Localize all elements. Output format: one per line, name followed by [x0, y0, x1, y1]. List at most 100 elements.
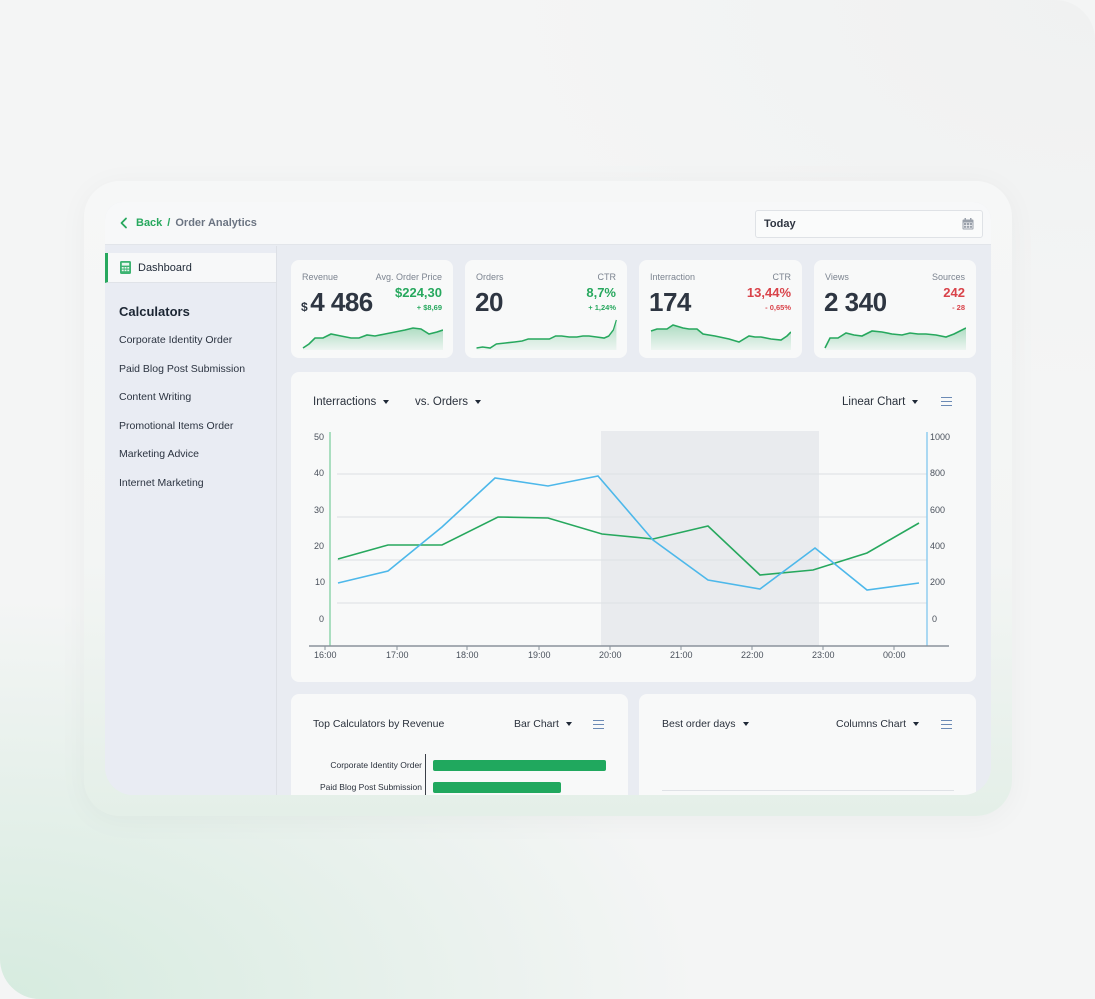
kpi-side-label: CTR [772, 272, 792, 282]
chevron-left-icon[interactable] [118, 217, 130, 229]
chart-baseline [662, 790, 954, 791]
series-orders [337, 475, 920, 591]
sidebar-section-title: Calculators [119, 304, 190, 319]
kpi-side-value: 8,7% [586, 285, 616, 300]
sidebar-item-dashboard[interactable]: Dashboard [105, 253, 276, 283]
kpi-label: Orders [476, 272, 504, 282]
caret-down-icon [475, 400, 482, 404]
calendar-icon[interactable] [962, 218, 974, 230]
columns-chart-type-dropdown[interactable]: Columns Chart [836, 718, 920, 730]
hamburger-icon[interactable] [941, 720, 952, 729]
y-right-tick: 400 [930, 541, 946, 551]
hamburger-icon[interactable] [593, 720, 604, 729]
sidebar-item-marketing-advice[interactable]: Marketing Advice [119, 448, 199, 460]
kpi-label: Revenue [302, 272, 339, 282]
y-left-tick: 30 [314, 505, 325, 515]
x-tick: 16:00 [314, 650, 337, 660]
kpi-value: 20 [475, 287, 503, 317]
bar-chart-type-dropdown[interactable]: Bar Chart [514, 718, 572, 730]
dropdown-label: Best order days [662, 718, 736, 730]
best-order-days-card: Best order days Columns Chart [639, 694, 976, 795]
app-window: Back / Order Analytics Today [105, 202, 991, 795]
x-tick: 18:00 [456, 650, 479, 660]
kpi-value-number: 4 486 [310, 287, 373, 317]
sparkline-chart [302, 327, 443, 350]
sidebar-item-promotional-items-order[interactable]: Promotional Items Order [119, 420, 234, 432]
caret-down-icon [913, 722, 920, 726]
bar-corporate-identity-order[interactable] [433, 760, 606, 771]
sparkline-chart [824, 327, 966, 350]
kpi-card-orders[interactable]: Orders CTR 20 8,7% + 1,24% [465, 260, 627, 358]
kpi-side-label: CTR [597, 272, 617, 282]
kpi-side-label: Sources [931, 272, 965, 282]
chart-type-dropdown-label: Columns Chart [836, 718, 907, 730]
compare-dropdown-label: vs. Orders [415, 396, 469, 408]
chart-type-dropdown-label: Linear Chart [842, 396, 906, 408]
bar-paid-blog-post-submission[interactable] [433, 782, 561, 793]
line-chart [309, 431, 949, 650]
y-left-tick: 10 [315, 577, 326, 587]
compare-dropdown[interactable]: vs. Orders [415, 396, 482, 408]
metric-dropdown[interactable]: Interractions [313, 396, 390, 408]
kpi-value: $4 486 [301, 287, 373, 318]
kpi-side-value: 242 [943, 285, 965, 300]
bar-label: Paid Blog Post Submission [319, 782, 422, 792]
kpi-card-revenue[interactable]: Revenue Avg. Order Price $4 486 $224,30 … [291, 260, 453, 358]
y-left-tick: 0 [319, 614, 325, 624]
kpi-side-label: Avg. Order Price [375, 272, 442, 282]
breadcrumb-separator: / [167, 217, 171, 229]
date-picker[interactable]: Today [755, 210, 983, 238]
hamburger-icon[interactable] [941, 397, 952, 406]
sparkline-chart [650, 324, 791, 350]
kpi-side-value: 13,44% [746, 285, 791, 300]
sidebar-item-content-writing[interactable]: Content Writing [119, 391, 192, 403]
caret-down-icon [912, 400, 919, 404]
kpi-card-views[interactable]: Views Sources 2 340 242 - 28 [814, 260, 976, 358]
y-left-tick: 50 [314, 432, 325, 442]
sidebar-item-label: Dashboard [138, 261, 192, 274]
sidebar-item-paid-blog-post-submission[interactable]: Paid Blog Post Submission [119, 363, 246, 375]
y-right-tick: 800 [930, 468, 946, 478]
sidebar-item-internet-marketing[interactable]: Internet Marketing [119, 477, 204, 489]
top-bar: Back / Order Analytics Today [105, 202, 991, 245]
bar-label: Corporate Identity Order [330, 760, 422, 770]
date-picker-value: Today [764, 218, 796, 230]
chart-type-dropdown-label: Bar Chart [514, 718, 559, 730]
kpi-label: Views [825, 272, 849, 282]
kpi-value: 174 [649, 287, 691, 317]
sidebar: Dashboard Calculators Corporate Identity… [105, 246, 277, 795]
y-right-tick: 0 [932, 614, 938, 624]
x-tick: 19:00 [528, 650, 551, 660]
x-tick: 21:00 [670, 650, 693, 660]
main-chart-card: Interractions vs. Orders Linear Chart [291, 372, 976, 682]
x-tick: 23:00 [812, 650, 835, 660]
caret-down-icon [742, 722, 749, 726]
y-right-tick: 600 [930, 505, 946, 515]
top-calculators-title: Top Calculators by Revenue [313, 718, 445, 730]
y-left-tick: 40 [314, 468, 325, 478]
sidebar-item-corporate-identity-order[interactable]: Corporate Identity Order [119, 334, 233, 346]
kpi-card-interraction[interactable]: Interraction CTR 174 13,44% - 0,65% [639, 260, 802, 358]
x-tick: 20:00 [599, 650, 622, 660]
caret-down-icon [565, 722, 572, 726]
x-tick: 00:00 [883, 650, 906, 660]
y-right-tick: 200 [930, 577, 946, 587]
back-link[interactable]: Back [136, 217, 163, 229]
kpi-label: Interraction [650, 272, 696, 282]
sparkline-chart [476, 319, 617, 350]
metric-dropdown-label: Interractions [313, 396, 377, 408]
top-calculators-card: Top Calculators by Revenue Bar Chart Cor… [291, 694, 628, 795]
caret-down-icon [383, 400, 390, 404]
kpi-side-value: $224,30 [395, 285, 442, 300]
x-tick: 17:00 [386, 650, 409, 660]
breadcrumb: Back / Order Analytics [118, 217, 257, 229]
highlight-range [601, 431, 819, 646]
kpi-delta: - 0,65% [765, 303, 791, 312]
best-order-days-dropdown[interactable]: Best order days [662, 718, 749, 730]
y-right-tick: 1000 [930, 432, 951, 442]
kpi-delta: - 28 [952, 303, 965, 312]
y-left-tick: 20 [314, 541, 325, 551]
x-tick: 22:00 [741, 650, 764, 660]
kpi-value: 2 340 [824, 287, 887, 317]
chart-type-dropdown[interactable]: Linear Chart [842, 396, 919, 408]
